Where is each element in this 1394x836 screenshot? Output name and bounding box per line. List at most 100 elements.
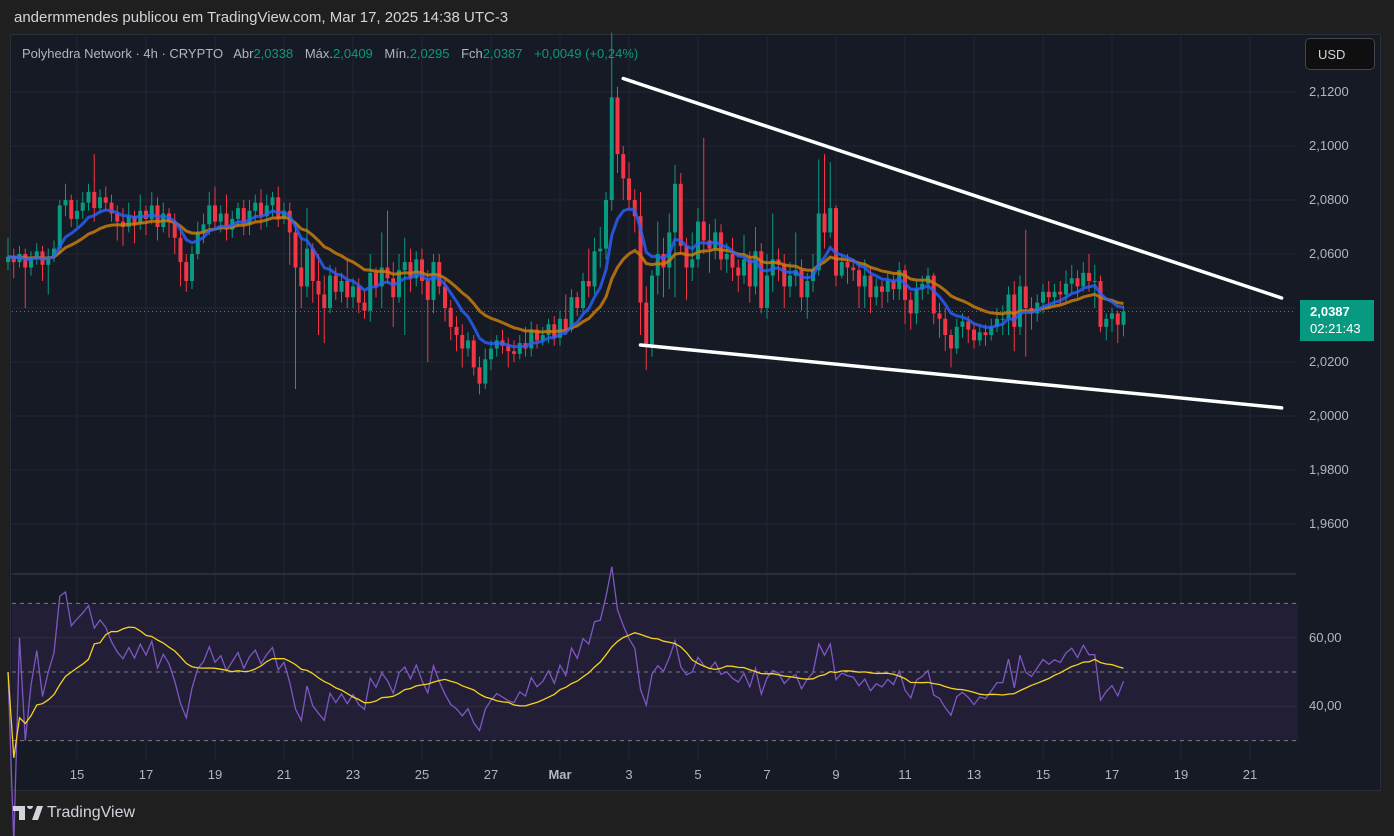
candle-body <box>103 197 108 203</box>
candle <box>661 237 666 298</box>
candle-body <box>1121 311 1126 325</box>
time-tick-label: 21 <box>276 767 292 782</box>
candle-body <box>1115 313 1120 325</box>
candle <box>563 294 568 335</box>
candle-body <box>563 318 568 330</box>
candle-body <box>799 270 804 298</box>
candle <box>868 267 873 314</box>
candle-body <box>1046 291 1051 298</box>
candle-body <box>316 281 321 295</box>
candle <box>575 291 580 317</box>
candle-body <box>586 281 591 287</box>
time-tick-label: 27 <box>483 767 499 782</box>
candle <box>322 275 327 344</box>
candle <box>454 316 459 352</box>
candle <box>69 194 74 227</box>
candle-body <box>345 281 350 298</box>
candle <box>489 340 493 371</box>
price-tick-label: 2,0200 <box>1309 354 1349 369</box>
candle <box>673 164 677 298</box>
time-tick-label: 19 <box>207 767 223 782</box>
candle-body <box>259 202 263 217</box>
candle <box>109 194 114 222</box>
last-price-value: 2,0387 <box>1310 304 1350 319</box>
candle <box>609 32 614 211</box>
candle <box>885 272 890 303</box>
candle-body <box>609 97 614 200</box>
candle <box>264 194 269 227</box>
candle-body <box>448 308 453 327</box>
candle-body <box>661 254 666 268</box>
candle-body <box>1006 294 1011 319</box>
candle <box>466 332 470 357</box>
candle-body <box>178 237 183 263</box>
candle-body <box>420 259 424 281</box>
candle <box>937 302 942 338</box>
rsi-band-lines <box>12 602 1298 742</box>
candle <box>339 272 344 303</box>
candle-body <box>34 251 39 260</box>
time-tick-label: 11 <box>898 767 912 782</box>
candle <box>103 186 108 211</box>
price-tick-label: 1,9600 <box>1309 516 1349 531</box>
candle-body <box>310 248 315 281</box>
candle <box>949 329 953 368</box>
candle-body <box>684 245 689 268</box>
time-tick-label: 23 <box>345 767 361 782</box>
candle-body <box>759 251 764 308</box>
candle-body <box>132 216 137 225</box>
candle-body <box>535 329 539 341</box>
candle <box>46 248 51 295</box>
time-tick-label: 3 <box>625 767 633 782</box>
candle-body <box>788 275 792 287</box>
candle-body <box>425 281 430 300</box>
time-tick-label: 17 <box>138 767 154 782</box>
candle-body <box>540 335 545 341</box>
candle-body <box>914 289 919 314</box>
candle-body <box>1104 318 1109 327</box>
candle <box>1115 310 1120 344</box>
candle-body <box>960 321 965 327</box>
candle-body <box>753 251 758 287</box>
candle-body <box>454 326 459 335</box>
candle-body <box>213 205 217 222</box>
candle-body <box>408 262 413 279</box>
candle-body <box>328 275 332 308</box>
candle <box>793 232 798 287</box>
candle <box>615 86 620 173</box>
candle <box>328 264 332 314</box>
candle <box>621 146 626 200</box>
candle-body <box>287 210 292 233</box>
candle <box>471 335 476 376</box>
candle-body <box>874 286 879 298</box>
candle-body <box>696 221 700 260</box>
candle-body <box>460 335 465 349</box>
candle-body <box>558 318 562 338</box>
candle-body <box>333 275 338 292</box>
candle <box>310 243 315 303</box>
candle <box>1012 281 1017 352</box>
candle-body <box>299 267 304 287</box>
candle-body <box>109 202 114 214</box>
candle-body <box>1087 272 1091 281</box>
candle <box>224 194 229 241</box>
currency-button[interactable]: USD <box>1305 38 1375 70</box>
candle-body <box>862 275 867 287</box>
candle-body <box>218 213 223 222</box>
candle <box>535 324 539 349</box>
candle-body <box>995 318 999 327</box>
candle-body <box>615 97 620 155</box>
candle-body <box>414 259 419 279</box>
candle <box>448 299 453 341</box>
symbol-title[interactable]: Polyhedra Network · 4h · CRYPTO <box>22 46 224 61</box>
candle <box>604 191 608 260</box>
rsi-ma-line <box>7 626 1124 758</box>
tradingview-logo[interactable]: TradingView <box>13 804 135 822</box>
candle-body <box>1081 272 1086 287</box>
time-tick-label: 19 <box>1173 767 1189 782</box>
candle-body <box>851 267 856 271</box>
candle <box>736 259 741 292</box>
candle-body <box>339 281 344 292</box>
candle <box>1000 305 1005 335</box>
